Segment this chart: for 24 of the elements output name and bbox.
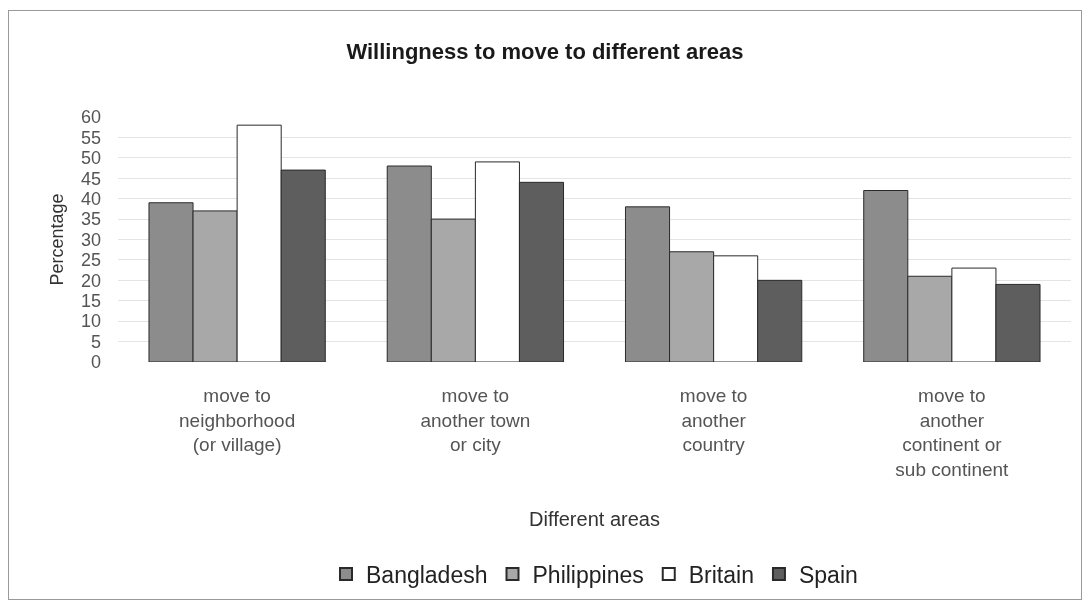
y-tick-label: 25 [80, 250, 101, 271]
y-tick-label: 20 [80, 270, 101, 291]
y-tick-label: 60 [80, 107, 101, 128]
y-tick-label: 55 [80, 127, 101, 148]
legend-label: Bangladesh [366, 561, 488, 588]
y-tick-label: 45 [80, 168, 101, 189]
y-tick-label: 5 [90, 331, 101, 352]
legend-label: Britain [688, 561, 754, 588]
y-tick-label: 50 [80, 148, 101, 169]
legend-label: Philippines [532, 561, 644, 588]
y-tick-label: 15 [80, 291, 101, 312]
y-tick-label: 0 [90, 352, 101, 373]
y-tick-label: 35 [80, 209, 101, 230]
y-tick-label: 30 [80, 229, 101, 250]
x-axis-title: Different areas [529, 507, 660, 530]
chart-title: Willingness to move to different areas [346, 38, 744, 64]
legend-label: Spain [798, 561, 858, 588]
x-tick-label: move to neighborhood (or village) [179, 385, 296, 456]
y-tick-label: 10 [80, 311, 101, 332]
x-tick-label: move to another country [679, 385, 748, 456]
x-tick-label: move to another continent or sub continent [895, 385, 1010, 481]
x-tick-label: move to another town or city [420, 385, 531, 456]
y-tick-label: 40 [80, 188, 101, 209]
y-axis-title: Percentage [47, 193, 68, 286]
